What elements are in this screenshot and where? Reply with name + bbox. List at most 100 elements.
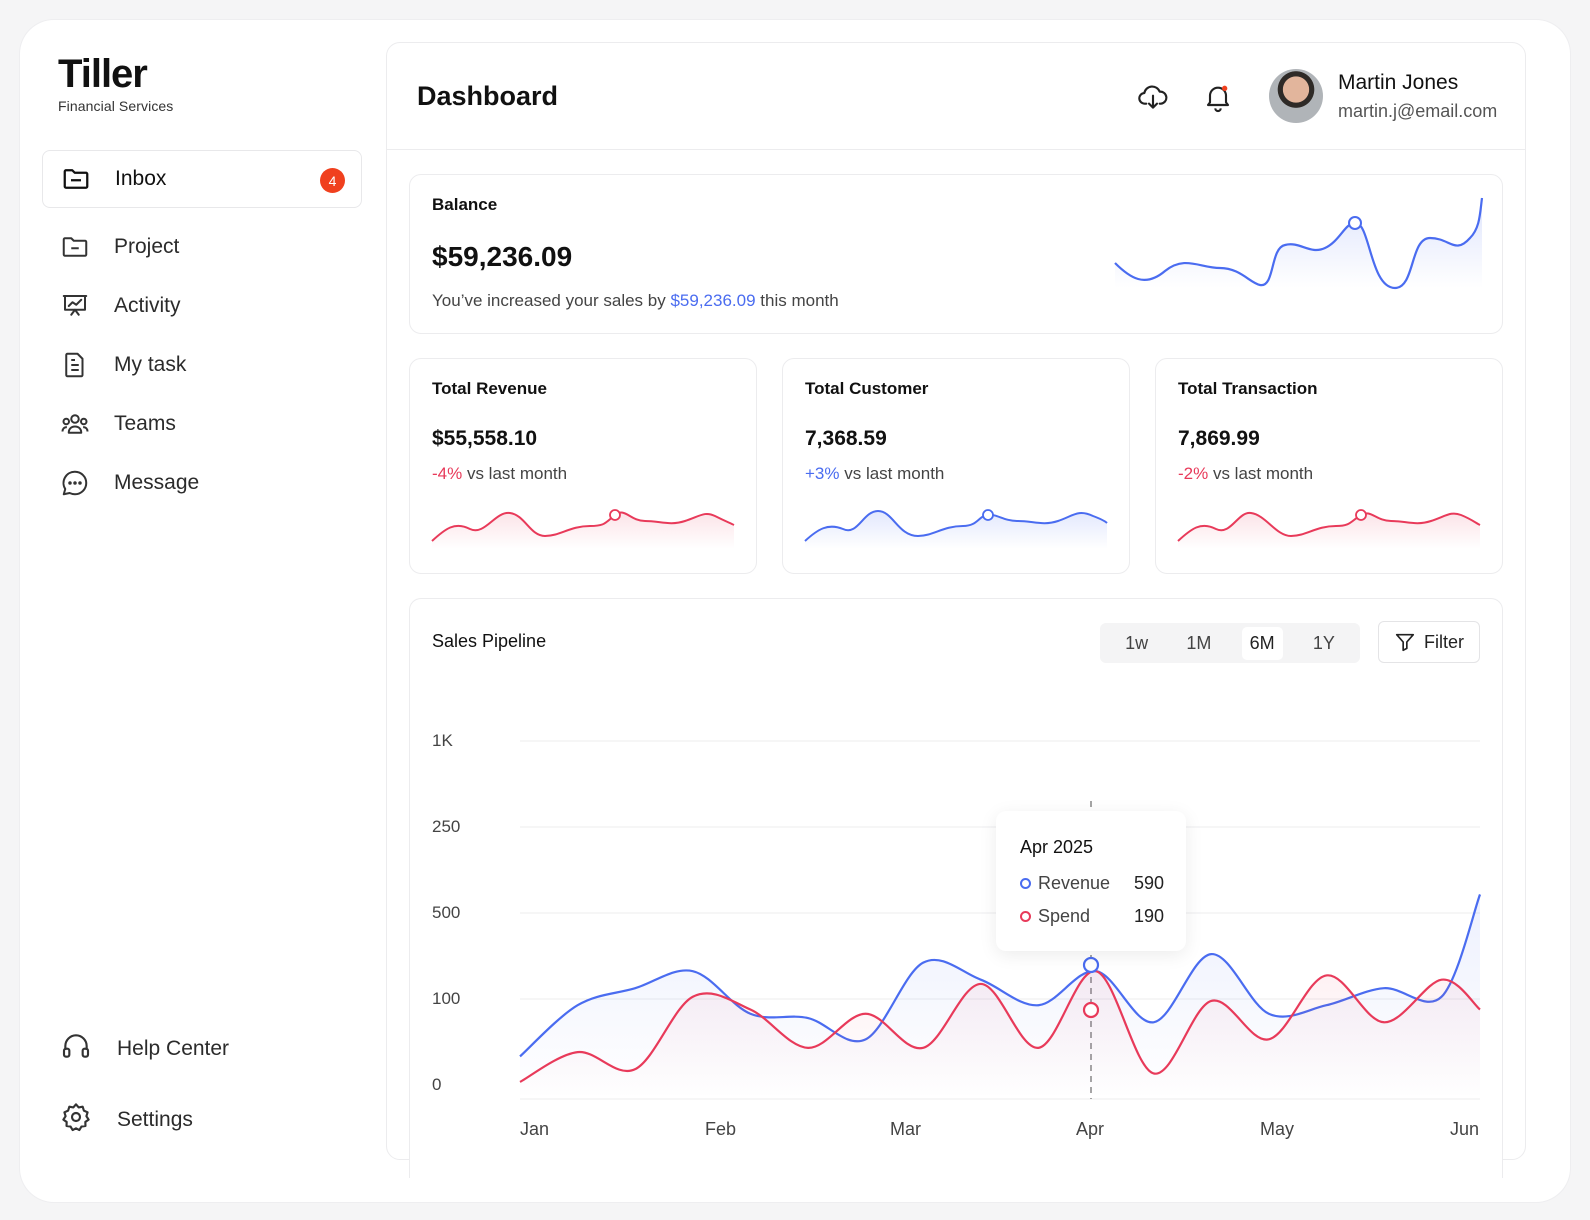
customer-sparkline bbox=[804, 509, 1108, 549]
user-email: martin.j@email.com bbox=[1338, 101, 1498, 121]
sidebar-item-inbox[interactable]: Inbox 4 bbox=[42, 150, 362, 208]
revenue-sparkline bbox=[431, 509, 735, 549]
tooltip-value: 590 bbox=[1133, 873, 1164, 893]
stat-value: 7,368.59 bbox=[805, 427, 887, 450]
stat-title: Total Revenue bbox=[432, 379, 547, 398]
brand-subtitle: Financial Services bbox=[58, 98, 174, 114]
sidebar-item-label: Inbox bbox=[115, 167, 167, 190]
stat-delta: -4% vs last month bbox=[432, 464, 567, 484]
presentation-chart-icon bbox=[60, 291, 90, 321]
stat-card-customer: Total Customer 7,368.59 +3% vs last mont… bbox=[782, 358, 1130, 574]
pipeline-title: Sales Pipeline bbox=[432, 631, 547, 651]
balance-note: You’ve increased your sales by $59,236.0… bbox=[432, 291, 839, 311]
stat-delta: -2% vs last month bbox=[1178, 464, 1313, 484]
sidebar-item-message[interactable]: Message bbox=[42, 454, 362, 512]
users-icon bbox=[60, 409, 90, 439]
filter-button[interactable]: Filter bbox=[1378, 621, 1480, 663]
stat-delta: +3% vs last month bbox=[805, 464, 944, 484]
x-tick-label: May bbox=[1260, 1119, 1295, 1139]
bell-icon[interactable] bbox=[1202, 81, 1234, 113]
y-tick-label: 500 bbox=[432, 903, 461, 922]
user-name: Martin Jones bbox=[1338, 71, 1459, 94]
stat-title: Total Customer bbox=[805, 379, 929, 398]
range-tab-1m[interactable]: 1M bbox=[1186, 632, 1212, 653]
sidebar-item-label: Activity bbox=[114, 294, 181, 317]
help-center-label: Help Center bbox=[117, 1037, 230, 1060]
filter-label: Filter bbox=[1424, 631, 1464, 652]
spend-series-line bbox=[519, 970, 1481, 1083]
tooltip-row-spend: Spend 190 bbox=[1020, 906, 1164, 927]
x-tick-label: Apr bbox=[1076, 1119, 1105, 1139]
help-center-link[interactable]: Help Center bbox=[60, 1030, 229, 1068]
main-panel: Dashboard Martin Jones martin.j@email.co… bbox=[386, 42, 1526, 1178]
stat-delta-suffix: vs last month bbox=[462, 464, 568, 483]
chat-bubble-icon bbox=[60, 468, 90, 498]
balance-sparkline bbox=[1114, 197, 1484, 290]
balance-note-amount: $59,236.09 bbox=[670, 291, 756, 310]
spend-legend-dot bbox=[1020, 911, 1031, 922]
stat-title: Total Transaction bbox=[1178, 379, 1318, 398]
y-tick-label: 0 bbox=[432, 1075, 442, 1094]
x-tick-label: Feb bbox=[705, 1119, 737, 1139]
stat-value: $55,558.10 bbox=[432, 427, 538, 450]
tooltip-value: 190 bbox=[1133, 906, 1164, 926]
balance-note-prefix: You’ve increased your sales by bbox=[432, 291, 671, 310]
range-tab-6m[interactable]: 6M bbox=[1241, 626, 1283, 660]
settings-label: Settings bbox=[117, 1108, 193, 1131]
spend-area bbox=[520, 970, 1480, 1099]
y-tick-label: 250 bbox=[432, 817, 461, 836]
settings-link[interactable]: Settings bbox=[60, 1101, 193, 1139]
cloud-download-icon[interactable] bbox=[1137, 81, 1169, 113]
range-tab-1w[interactable]: 1w bbox=[1125, 632, 1149, 653]
sidebar-item-label: Message bbox=[114, 471, 200, 494]
balance-card: Balance $59,236.09 You’ve increased your… bbox=[409, 174, 1503, 334]
gear-icon bbox=[60, 1101, 117, 1139]
headphones-icon bbox=[60, 1030, 117, 1068]
stat-delta-value: -2% bbox=[1178, 464, 1209, 483]
x-tick-label: Jun bbox=[1450, 1119, 1480, 1139]
spend-hover-point[interactable] bbox=[1082, 1001, 1100, 1019]
stat-delta-suffix: vs last month bbox=[839, 464, 945, 483]
avatar[interactable] bbox=[1269, 69, 1323, 123]
tooltip-title: Apr 2025 bbox=[1020, 837, 1094, 857]
stat-delta-suffix: vs last month bbox=[1208, 464, 1314, 483]
y-tick-label: 1K bbox=[432, 731, 453, 750]
folder-minus-icon bbox=[60, 232, 90, 262]
inbox-count-badge: 4 bbox=[320, 168, 345, 193]
sidebar-item-label: My task bbox=[114, 353, 187, 376]
top-bar: Dashboard Martin Jones martin.j@email.co… bbox=[387, 43, 1525, 150]
brand-logo[interactable]: Tiller Financial Services bbox=[58, 54, 198, 114]
balance-title: Balance bbox=[432, 195, 498, 214]
page-title: Dashboard bbox=[417, 81, 559, 111]
sidebar-item-project[interactable]: Project bbox=[42, 218, 362, 276]
x-tick-label: Jan bbox=[520, 1119, 550, 1139]
revenue-hover-point[interactable] bbox=[1082, 956, 1100, 974]
y-tick-label: 100 bbox=[432, 989, 461, 1008]
tooltip-label: Revenue bbox=[1038, 873, 1111, 893]
stat-card-revenue: Total Revenue $55,558.10 -4% vs last mon… bbox=[409, 358, 757, 574]
range-selector: 1w 1M 6M 1Y bbox=[1100, 623, 1360, 663]
sidebar-item-my-task[interactable]: My task bbox=[42, 336, 362, 394]
balance-note-suffix: this month bbox=[755, 291, 839, 310]
range-tab-1y[interactable]: 1Y bbox=[1312, 632, 1335, 653]
stat-delta-value: -4% bbox=[432, 464, 463, 483]
sidebar-item-activity[interactable]: Activity bbox=[42, 277, 362, 335]
brand-name: Tiller bbox=[58, 52, 148, 96]
balance-value: $59,236.09 bbox=[432, 241, 573, 272]
stat-delta-value: +3% bbox=[805, 464, 840, 483]
filter-icon bbox=[1395, 633, 1415, 652]
pipeline-chart bbox=[519, 740, 1482, 1100]
folder-icon bbox=[61, 164, 91, 194]
document-icon bbox=[60, 350, 90, 380]
sidebar-item-teams[interactable]: Teams bbox=[42, 395, 362, 453]
tooltip-row-revenue: Revenue 590 bbox=[1020, 873, 1164, 894]
revenue-legend-dot bbox=[1020, 878, 1031, 889]
sales-pipeline-card: Sales Pipeline 1w 1M 6M 1Y Filter 1K 250… bbox=[409, 598, 1503, 1178]
stat-value: 7,869.99 bbox=[1178, 427, 1260, 450]
stat-card-transaction: Total Transaction 7,869.99 -2% vs last m… bbox=[1155, 358, 1503, 574]
sidebar-item-label: Teams bbox=[114, 412, 176, 435]
sidebar-item-label: Project bbox=[114, 235, 180, 258]
chart-tooltip: Apr 2025 Revenue 590 Spend 190 bbox=[996, 811, 1186, 951]
transaction-sparkline bbox=[1177, 509, 1481, 549]
tooltip-label: Spend bbox=[1038, 906, 1091, 926]
